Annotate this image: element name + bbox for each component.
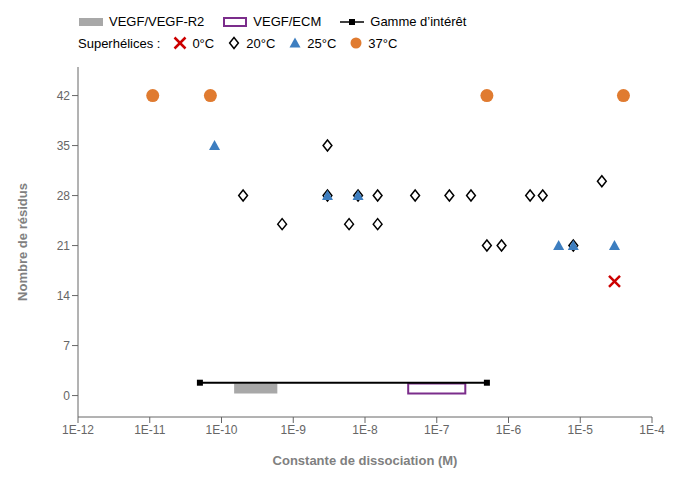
svg-text:42: 42 [57,89,71,103]
svg-text:1E-7: 1E-7 [424,423,450,437]
html-text:37°C: 37°C [368,35,398,51]
html-text:0°C: 0°C [192,35,215,51]
svg-text:1E-9: 1E-9 [281,423,307,437]
svg-text:1E-5: 1E-5 [568,423,594,437]
svg-text:35: 35 [57,139,71,153]
svg-text:14: 14 [57,289,71,303]
svg-text:Constante de dissociation (M): Constante de dissociation (M) [273,453,458,468]
svg-text:1E-4: 1E-4 [639,423,665,437]
svg-text:1E-11: 1E-11 [134,423,165,437]
svg-text:Nombre de résidus: Nombre de résidus [15,183,30,301]
html-text:VEGF/VEGF-R2: VEGF/VEGF-R2 [109,14,205,29]
svg-text:1E-6: 1E-6 [496,423,522,437]
html-text:Superhélices :: Superhélices : [78,35,161,51]
svg-text:1E-10: 1E-10 [205,423,237,437]
svg-text:21: 21 [57,239,71,253]
html-text:20°C: 20°C [246,35,276,51]
html-text:VEGF/ECM: VEGF/ECM [253,14,322,29]
html-text:Gamme d’intérêt: Gamme d’intérêt [370,14,467,29]
svg-text:7: 7 [63,339,70,353]
svg-text:28: 28 [57,189,71,203]
svg-text:1E-12: 1E-12 [62,423,94,437]
svg-text:1E-8: 1E-8 [352,423,378,437]
svg-text:0: 0 [63,389,70,403]
html-text:25°C: 25°C [307,35,337,51]
